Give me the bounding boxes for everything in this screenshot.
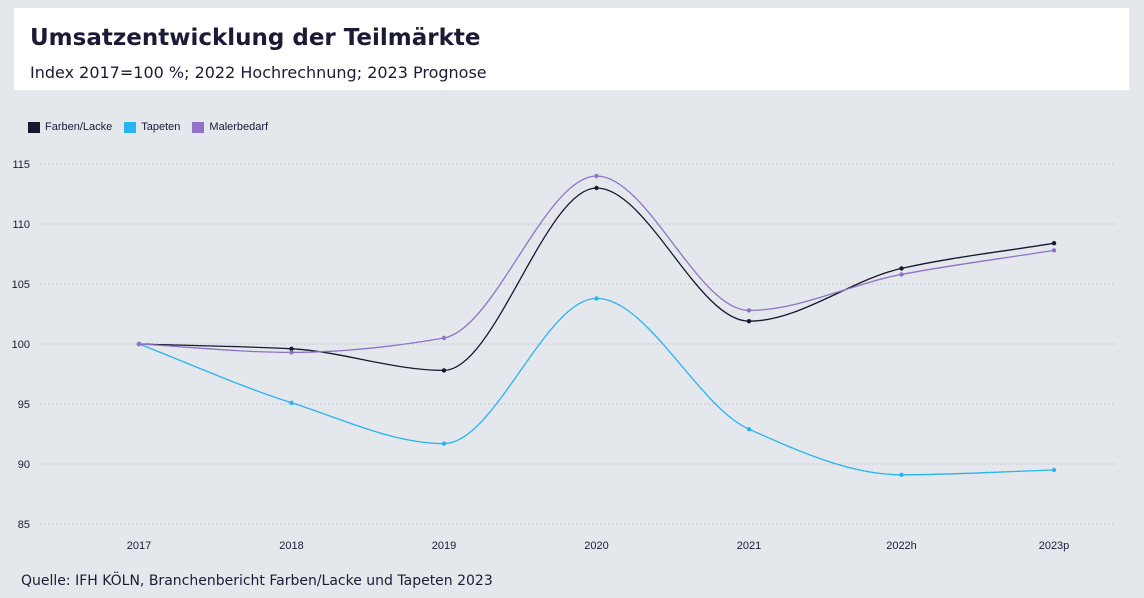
tick-layer: 85 90 95 100 105 110 115 2017 2018 2019 2020 2021 20… (12, 159, 1070, 552)
data-point-tapeten (1051, 467, 1057, 473)
legend-swatch-farben-lacke (28, 121, 40, 133)
legend-item-tapeten[interactable]: Tapeten (124, 121, 180, 133)
data-point-farben-lacke (746, 319, 752, 324)
data-point-farben-lacke (1051, 241, 1057, 246)
y-tick-label: 85 (18, 519, 30, 531)
x-tick-label: 2018 (279, 540, 303, 552)
legend: Farben/Lacke Tapeten Malerbedarf (28, 121, 268, 133)
data-point-tapeten (441, 441, 447, 446)
series-line-farben-lacke (138, 187, 1055, 372)
data-point-malerbedarf (746, 308, 752, 313)
point-layer (136, 173, 1057, 477)
legend-label: Farben/Lacke (45, 121, 113, 133)
data-point-malerbedarf (136, 341, 142, 347)
data-point-tapeten (899, 472, 904, 477)
data-point-farben-lacke (441, 368, 447, 373)
data-point-tapeten (746, 427, 752, 432)
y-tick-label: 115 (12, 159, 30, 171)
series-line-tapeten (138, 297, 1055, 476)
y-tick-label: 105 (12, 279, 30, 291)
x-tick-label: 2019 (432, 540, 456, 552)
x-tick-label: 2023p (1039, 540, 1070, 552)
legend-label: Malerbedarf (209, 121, 269, 133)
data-point-malerbedarf (1051, 248, 1057, 253)
header-box: Umsatzentwicklung der Teilmärkte Index 2… (14, 8, 1129, 90)
data-point-malerbedarf (441, 335, 447, 341)
legend-label: Tapeten (141, 121, 181, 133)
data-point-malerbedarf (289, 350, 294, 355)
x-tick-label: 2021 (737, 540, 761, 552)
data-point-malerbedarf (594, 173, 599, 179)
data-point-farben-lacke (289, 346, 294, 351)
legend-swatch-malerbedarf (192, 121, 205, 133)
legend-item-malerbedarf[interactable]: Malerbedarf (192, 121, 268, 133)
legend-swatch-tapeten (124, 121, 137, 133)
y-tick-label: 90 (18, 459, 30, 471)
y-tick-label: 100 (12, 339, 30, 351)
data-point-malerbedarf (899, 272, 904, 277)
data-point-tapeten (289, 400, 294, 405)
series-line-malerbedarf (138, 175, 1055, 354)
source-note: Quelle: IFH KÖLN, Branchenbericht Farben… (21, 573, 493, 589)
chart-subtitle: Index 2017=100 %; 2022 Hochrechnung; 202… (30, 63, 487, 82)
x-tick-label: 2020 (584, 540, 608, 552)
y-tick-label: 95 (18, 399, 30, 411)
x-tick-label: 2022h (886, 540, 917, 552)
grid-layer (40, 163, 1115, 525)
chart-title: Umsatzentwicklung der Teilmärkte (30, 25, 481, 51)
data-point-farben-lacke (594, 185, 599, 191)
legend-item-farben-lacke[interactable]: Farben/Lacke (28, 121, 112, 133)
x-tick-label: 2017 (127, 540, 151, 552)
data-point-farben-lacke (899, 266, 904, 271)
y-tick-label: 110 (12, 219, 30, 231)
data-point-tapeten (594, 296, 599, 301)
line-layer (138, 175, 1055, 476)
